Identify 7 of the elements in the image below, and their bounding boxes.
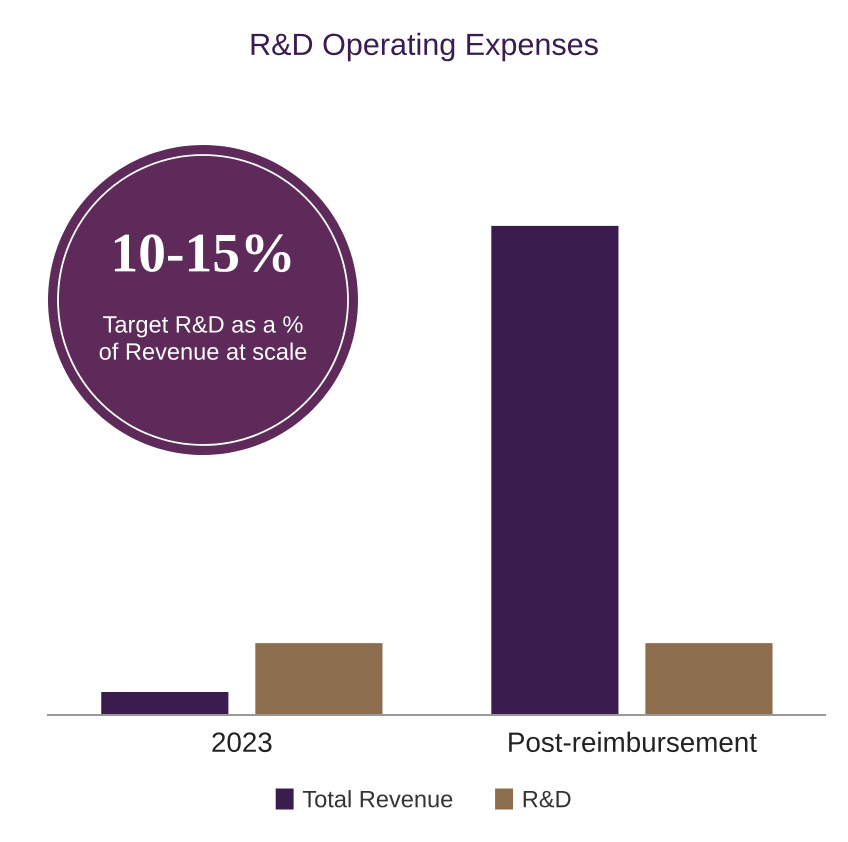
x-tick-label: Post-reimbursement	[509, 732, 757, 752]
annotation: Target R&D as a % of Revenue at scale	[100, 316, 306, 360]
x-tick-label: 2023	[212, 732, 272, 752]
annotation: 10-15%	[114, 234, 290, 272]
legend-label: R&D	[524, 790, 570, 808]
chart-title: R&D Operating Expenses	[252, 32, 598, 62]
legend-label: Total Revenue	[302, 790, 452, 808]
